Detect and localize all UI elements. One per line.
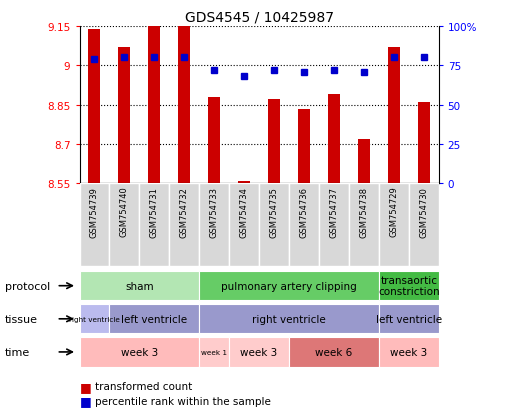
- Text: percentile rank within the sample: percentile rank within the sample: [95, 396, 271, 406]
- Text: sham: sham: [125, 281, 154, 291]
- Text: GSM754739: GSM754739: [90, 186, 99, 237]
- Text: week 3: week 3: [241, 347, 278, 357]
- Text: week 3: week 3: [390, 347, 427, 357]
- Bar: [199, 304, 379, 334]
- Bar: [109, 304, 199, 334]
- Text: pulmonary artery clipping: pulmonary artery clipping: [221, 281, 357, 291]
- Text: left ventricle: left ventricle: [121, 314, 187, 324]
- Bar: [379, 304, 439, 334]
- Text: right ventricle: right ventricle: [69, 316, 120, 322]
- Bar: [179, 27, 190, 184]
- Text: left ventricle: left ventricle: [376, 314, 442, 324]
- Text: GSM754730: GSM754730: [419, 186, 428, 237]
- Bar: [349, 184, 379, 266]
- Bar: [80, 304, 109, 334]
- Bar: [199, 184, 229, 266]
- Bar: [109, 184, 140, 266]
- Text: ■: ■: [80, 380, 91, 393]
- Text: time: time: [5, 347, 30, 357]
- Bar: [199, 271, 379, 301]
- Text: GSM754733: GSM754733: [210, 186, 219, 237]
- Text: right ventricle: right ventricle: [252, 314, 326, 324]
- Bar: [238, 182, 250, 184]
- Text: GSM754735: GSM754735: [269, 186, 279, 237]
- Text: ■: ■: [80, 394, 91, 407]
- Text: GSM754729: GSM754729: [389, 186, 398, 237]
- Text: GSM754734: GSM754734: [240, 186, 249, 237]
- Bar: [208, 97, 220, 184]
- Bar: [89, 29, 101, 184]
- Bar: [379, 337, 439, 367]
- Title: GDS4545 / 10425987: GDS4545 / 10425987: [185, 10, 333, 24]
- Bar: [289, 337, 379, 367]
- Bar: [229, 337, 289, 367]
- Text: GSM754737: GSM754737: [329, 186, 339, 237]
- Bar: [298, 109, 310, 184]
- Bar: [199, 337, 229, 367]
- Bar: [319, 184, 349, 266]
- Bar: [358, 139, 370, 184]
- Bar: [259, 184, 289, 266]
- Text: transaortic
constriction: transaortic constriction: [378, 275, 440, 297]
- Bar: [268, 100, 280, 184]
- Text: GSM754731: GSM754731: [150, 186, 159, 237]
- Bar: [229, 184, 259, 266]
- Bar: [418, 103, 430, 184]
- Text: week 6: week 6: [315, 347, 352, 357]
- Text: GSM754740: GSM754740: [120, 186, 129, 237]
- Text: week 1: week 1: [201, 349, 227, 355]
- Bar: [388, 48, 400, 184]
- Bar: [169, 184, 199, 266]
- Bar: [148, 27, 160, 184]
- Bar: [409, 184, 439, 266]
- Text: GSM754738: GSM754738: [359, 186, 368, 237]
- Bar: [80, 271, 199, 301]
- Bar: [379, 271, 439, 301]
- Bar: [379, 184, 409, 266]
- Text: GSM754736: GSM754736: [300, 186, 308, 237]
- Text: GSM754732: GSM754732: [180, 186, 189, 237]
- Bar: [140, 184, 169, 266]
- Bar: [119, 48, 130, 184]
- Bar: [80, 337, 199, 367]
- Text: transformed count: transformed count: [95, 381, 192, 391]
- Bar: [80, 184, 109, 266]
- Bar: [289, 184, 319, 266]
- Text: week 3: week 3: [121, 347, 158, 357]
- Text: tissue: tissue: [5, 314, 38, 324]
- Text: protocol: protocol: [5, 281, 50, 291]
- Bar: [328, 95, 340, 184]
